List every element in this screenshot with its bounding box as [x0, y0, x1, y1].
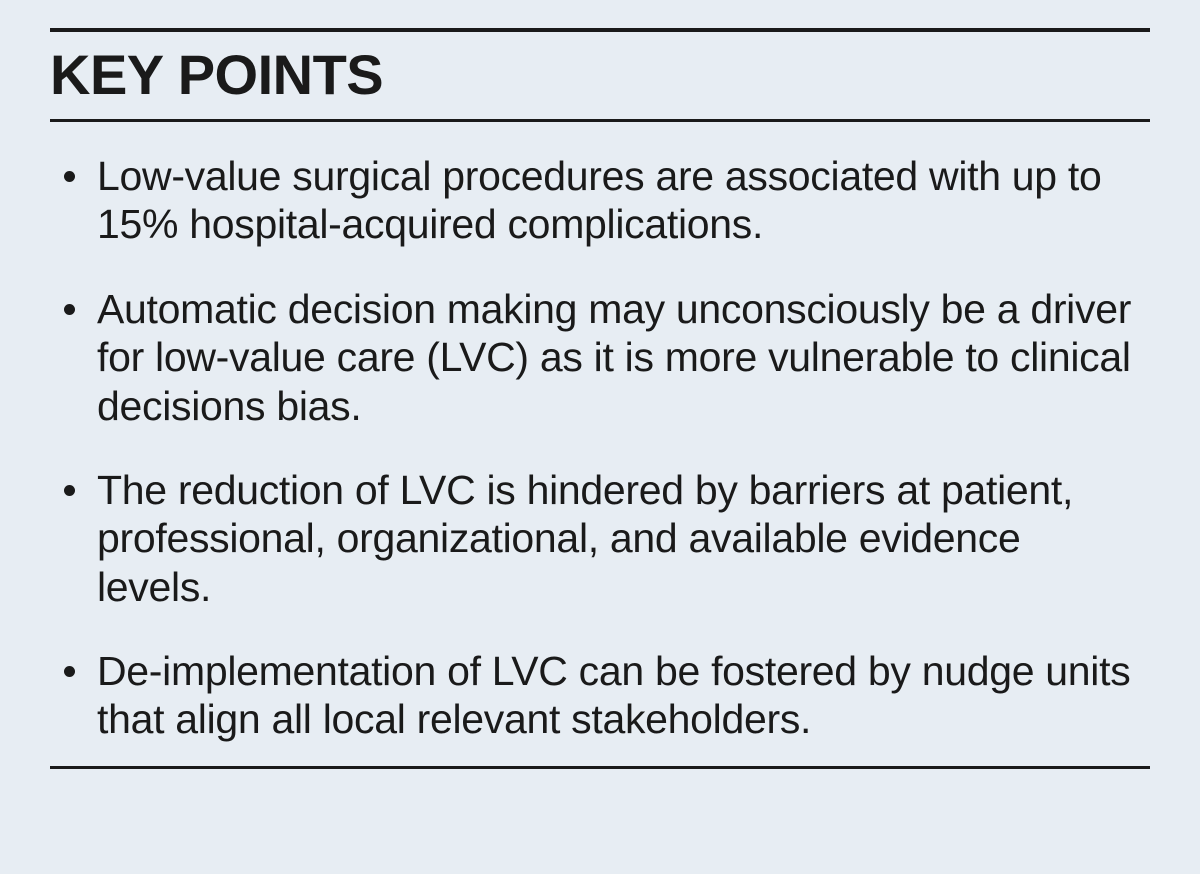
bottom-rule: [50, 766, 1150, 769]
bullet-icon: [64, 171, 75, 182]
list-item: The reduction of LVC is hindered by barr…: [58, 466, 1142, 611]
bullet-icon: [64, 304, 75, 315]
key-points-box: KEY POINTS Low-value surgical procedures…: [50, 28, 1150, 769]
key-points-list: Low-value surgical procedures are associ…: [50, 122, 1150, 766]
point-text: Low-value surgical procedures are associ…: [97, 152, 1142, 249]
list-item: Automatic decision making may unconsciou…: [58, 285, 1142, 430]
bullet-icon: [64, 485, 75, 496]
bullet-icon: [64, 666, 75, 677]
key-points-title: KEY POINTS: [50, 32, 1150, 119]
point-text: De-implementation of LVC can be fostered…: [97, 647, 1142, 744]
list-item: Low-value surgical procedures are associ…: [58, 152, 1142, 249]
list-item: De-implementation of LVC can be fostered…: [58, 647, 1142, 744]
point-text: The reduction of LVC is hindered by barr…: [97, 466, 1142, 611]
point-text: Automatic decision making may unconsciou…: [97, 285, 1142, 430]
